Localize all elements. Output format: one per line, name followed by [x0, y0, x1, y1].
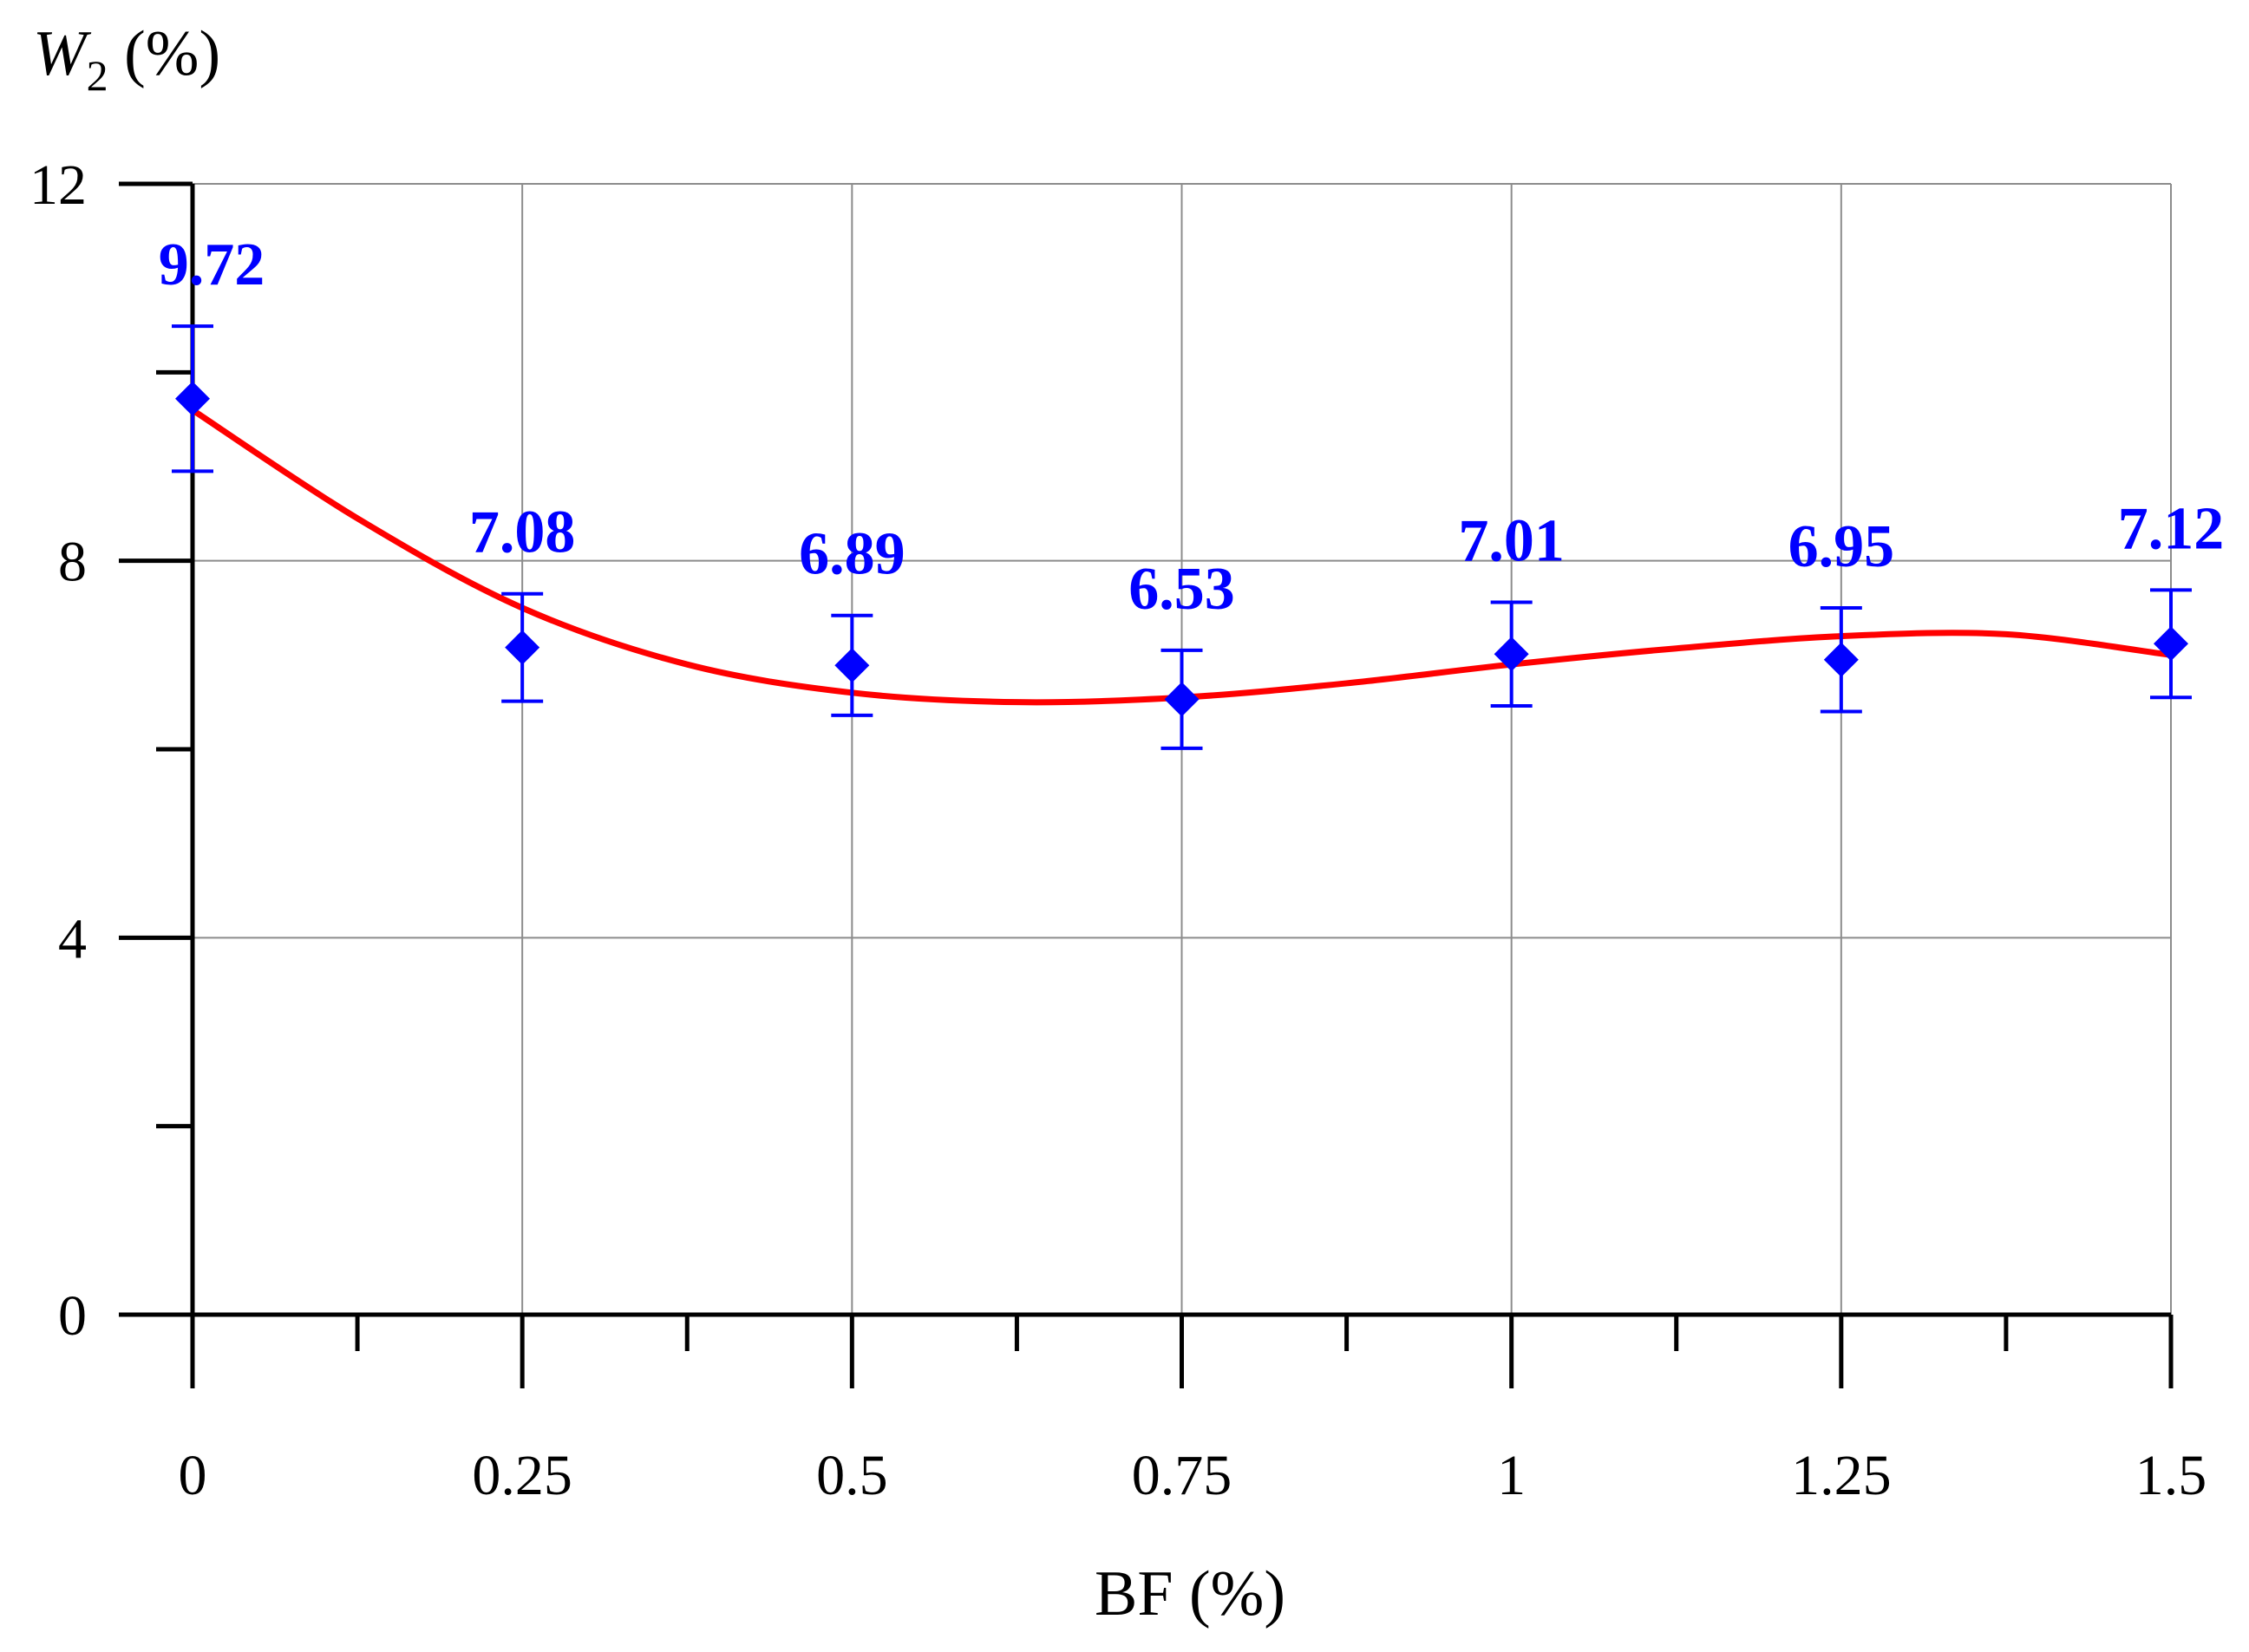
- data-point: [1823, 642, 1859, 677]
- data-point: [175, 381, 210, 416]
- y-tick-label: 12: [29, 153, 87, 217]
- data-labels: 9.72 7.08 6.89 6.53 7.01 6.95 7.12: [159, 232, 2225, 623]
- x-tick-label: 0.5: [816, 1444, 888, 1507]
- data-label: 7.01: [1458, 507, 1565, 574]
- data-point: [1494, 637, 1529, 672]
- x-tick-label: 0.75: [1132, 1444, 1232, 1507]
- data-label: 9.72: [159, 232, 265, 298]
- data-label: 6.53: [1128, 556, 1235, 623]
- data-point: [1164, 682, 1200, 717]
- x-tick-label: 0: [179, 1444, 207, 1507]
- tick-marks: [119, 181, 2174, 1388]
- data-point: [834, 648, 870, 683]
- y-tick-label: 4: [58, 907, 87, 970]
- x-tick-label: 1.5: [2135, 1444, 2207, 1507]
- data-points: [175, 381, 2188, 717]
- y-tick-label: 0: [58, 1284, 87, 1348]
- y-axis-title-symbol: W: [33, 18, 92, 89]
- data-point: [2154, 626, 2188, 662]
- data-label: 7.12: [2118, 495, 2225, 562]
- data-point: [505, 630, 540, 665]
- tick-labels: 0 4 8 12 0 0.25 0.5 0.75 1 1.25 1.5: [29, 153, 2207, 1507]
- y-axis-title: W2 (%): [33, 18, 220, 100]
- x-axis-title: BF (%): [1095, 1558, 1285, 1629]
- data-label: 7.08: [469, 500, 576, 566]
- data-label: 6.89: [799, 521, 905, 588]
- y-tick-label: 8: [58, 531, 87, 594]
- y-axis-title-unit: (%): [108, 18, 220, 89]
- x-tick-label: 1: [1497, 1444, 1526, 1507]
- grid-lines: [193, 183, 2172, 1315]
- x-tick-label: 0.25: [472, 1444, 572, 1507]
- y-axis-title-subscript: 2: [87, 51, 108, 100]
- data-label: 6.95: [1788, 513, 1895, 580]
- x-tick-label: 1.25: [1791, 1444, 1892, 1507]
